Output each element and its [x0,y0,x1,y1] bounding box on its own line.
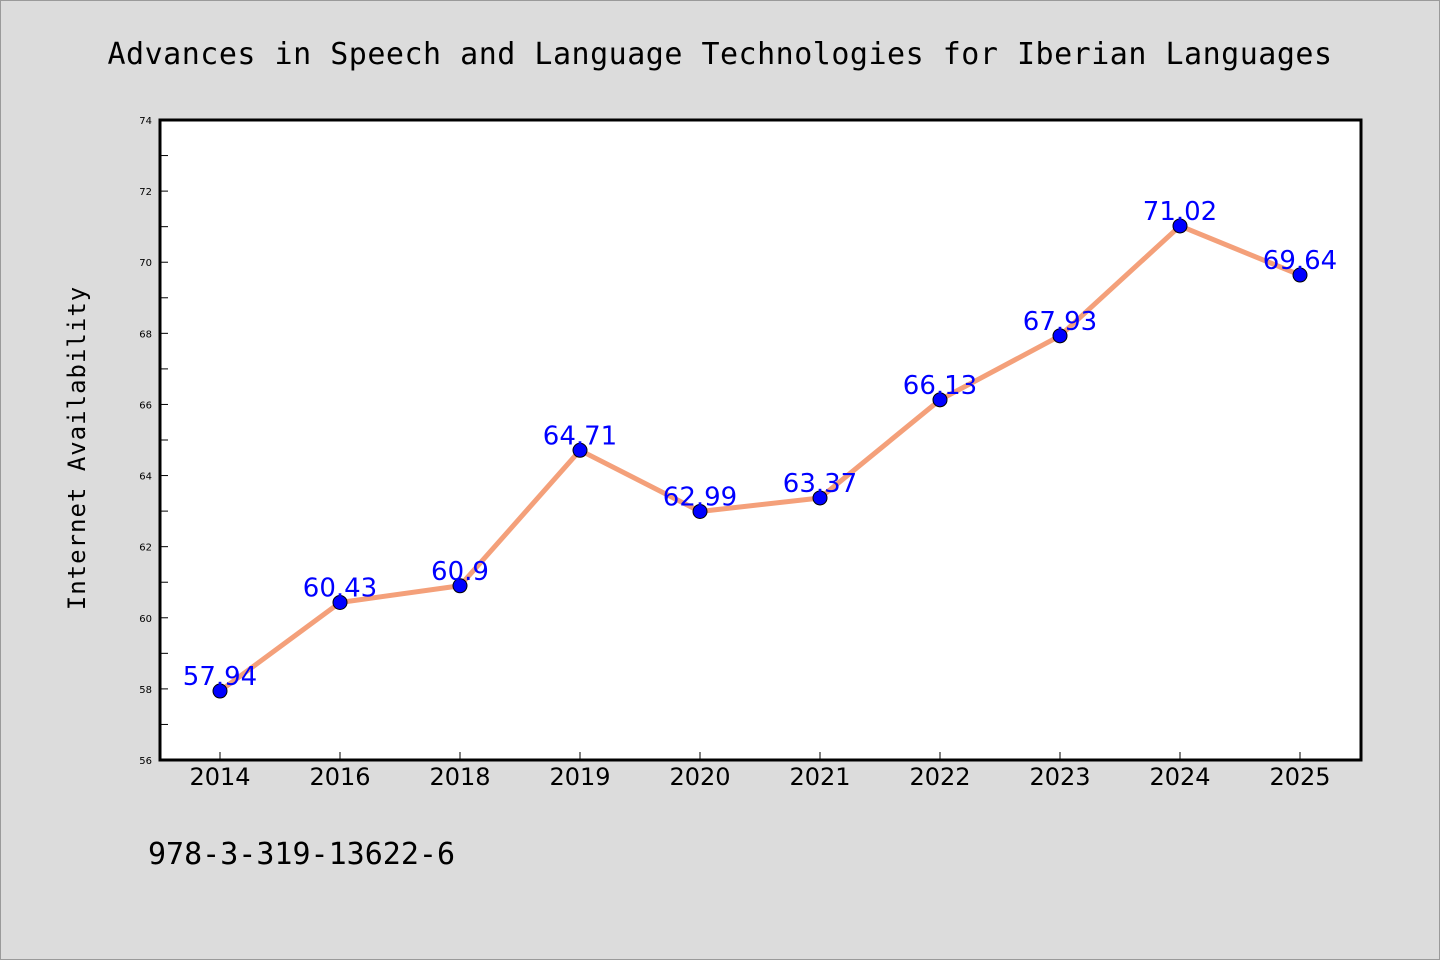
x-tick-label: 2018 [429,763,490,791]
data-point [332,594,348,610]
x-tick-label: 2019 [549,763,610,791]
data-label: 64.71 [543,421,617,451]
data-label: 63.37 [783,469,857,499]
data-point [1172,218,1188,234]
y-tick-label: 58 [139,685,152,696]
data-label: 67.93 [1023,307,1097,337]
data-label: 69.64 [1263,246,1337,276]
y-tick-label: 74 [139,116,152,127]
x-tick-label: 2024 [1149,763,1210,791]
x-tick-label: 2014 [189,763,250,791]
y-tick-label: 60 [139,614,152,625]
data-point [1052,328,1068,344]
y-tick-label: 72 [139,187,152,198]
x-tick-label: 2023 [1029,763,1090,791]
y-tick-label: 56 [139,756,152,767]
x-tick-label: 2016 [309,763,370,791]
isbn-annotation: 978-3-319-13622-6 [148,837,455,872]
x-axis-ticks: 2014 2016 2018 2019 2020 2021 2022 2023 2024 2025 [189,752,1331,791]
data-label: 60.43 [303,573,377,603]
data-point [692,503,708,519]
series-line [217,223,1303,694]
y-tick-label: 66 [139,400,152,411]
data-point [572,442,588,458]
data-point [1292,267,1308,283]
data-label: 66.13 [903,371,977,401]
series-line-group [217,223,1303,694]
data-point [212,683,228,699]
x-tick-label: 2025 [1269,763,1330,791]
x-tick-label: 2021 [789,763,850,791]
data-point [812,490,828,506]
data-labels: 57.94 60.43 60.9 64.71 62.99 63.37 66.13 67.93 7… [183,197,1337,692]
y-axis-label: Internet Availability [63,286,91,610]
y-tick-label: 68 [139,329,152,340]
x-tick-label: 2022 [909,763,970,791]
data-label: 62.99 [663,482,737,512]
y-tick-label: 70 [139,258,152,269]
x-tick-label: 2020 [669,763,730,791]
chart-title: Advances in Speech and Language Technolo… [107,37,1332,72]
data-label: 71.02 [1143,197,1217,227]
data-point [932,392,948,408]
plot-area [158,118,1363,762]
data-markers [212,218,1308,699]
y-axis-ticks: 56 58 60 62 64 66 68 70 72 74 [139,116,168,767]
y-tick-label: 64 [139,472,152,483]
data-point [452,578,468,594]
data-label: 60.9 [431,557,489,587]
y-tick-label: 62 [139,543,152,554]
data-label: 57.94 [183,662,257,692]
